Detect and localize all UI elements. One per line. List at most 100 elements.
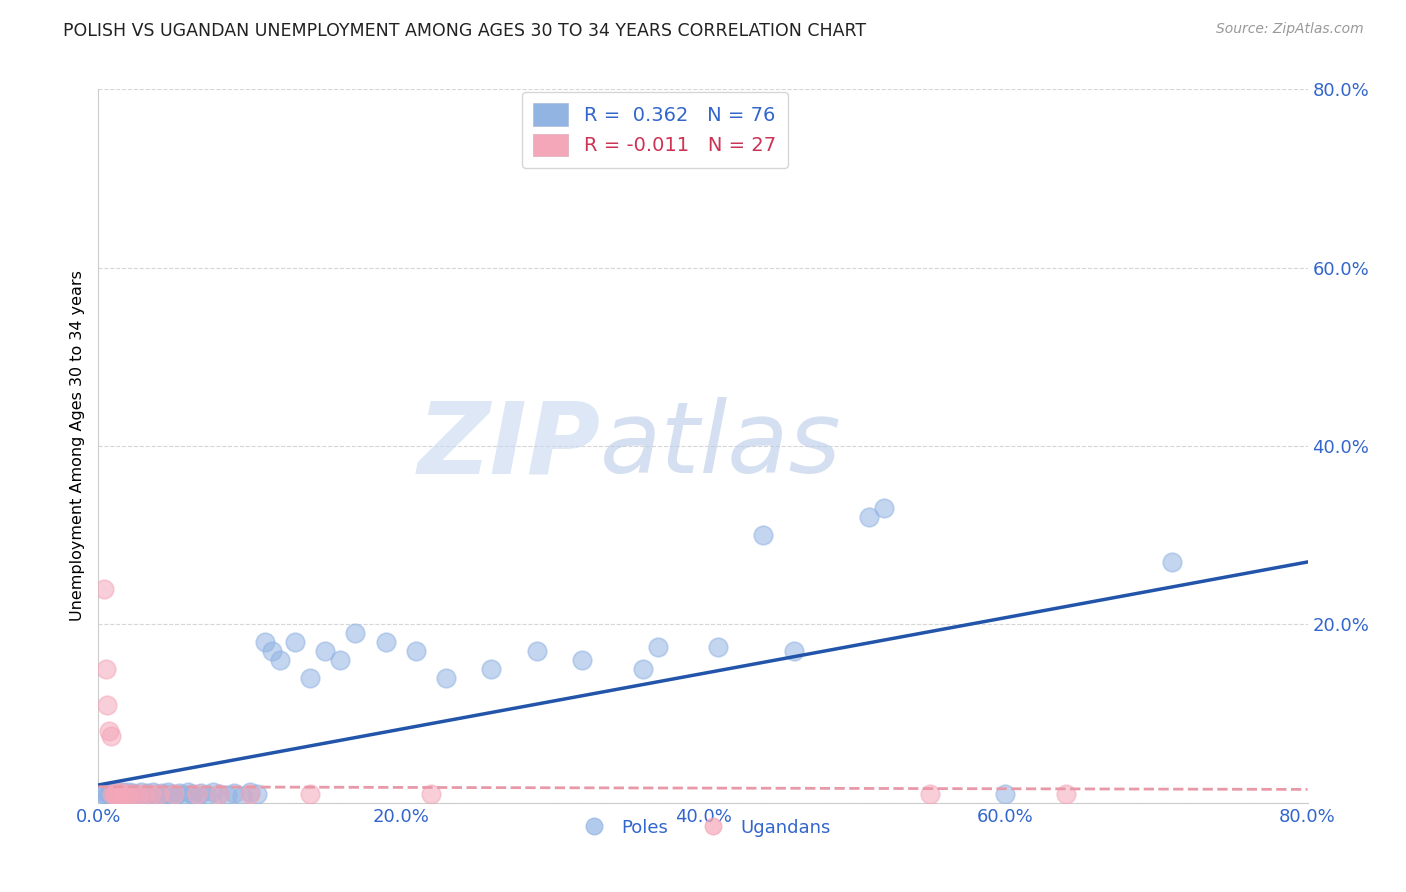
Point — [156, 785, 179, 799]
Point — [111, 787, 134, 801]
Point — [98, 787, 121, 801]
Point — [208, 787, 231, 801]
Point — [994, 787, 1017, 801]
Point — [239, 785, 262, 799]
Point — [224, 786, 246, 800]
Point — [269, 653, 291, 667]
Point — [329, 653, 352, 667]
Text: POLISH VS UGANDAN UNEMPLOYMENT AMONG AGES 30 TO 34 YEARS CORRELATION CHART: POLISH VS UGANDAN UNEMPLOYMENT AMONG AGE… — [63, 22, 866, 40]
Point — [120, 789, 142, 803]
Point — [122, 787, 145, 801]
Point — [208, 787, 231, 801]
Point — [231, 789, 253, 803]
Point — [96, 789, 118, 803]
Point — [105, 787, 128, 801]
Point — [104, 784, 127, 798]
Point — [139, 788, 162, 802]
Point — [132, 787, 155, 801]
Point — [202, 785, 225, 799]
Point — [101, 788, 124, 802]
Point — [707, 640, 730, 654]
Point — [150, 786, 173, 800]
Point — [918, 787, 941, 801]
Point — [571, 653, 593, 667]
Point — [100, 785, 122, 799]
Point — [752, 528, 775, 542]
Point — [148, 789, 170, 803]
Point — [121, 787, 143, 801]
Point — [167, 786, 190, 800]
Point — [145, 787, 167, 801]
Point — [215, 788, 238, 802]
Point — [100, 729, 122, 743]
Point — [103, 787, 125, 801]
Point — [118, 785, 141, 799]
Point — [172, 788, 194, 802]
Point — [114, 787, 136, 801]
Point — [122, 786, 145, 800]
Point — [631, 662, 654, 676]
Point — [344, 626, 367, 640]
Point — [115, 788, 138, 802]
Point — [94, 785, 117, 799]
Point — [93, 582, 115, 596]
Legend: Poles, Ugandans: Poles, Ugandans — [568, 812, 838, 844]
Point — [314, 644, 336, 658]
Point — [262, 644, 284, 658]
Y-axis label: Unemployment Among Ages 30 to 34 years: Unemployment Among Ages 30 to 34 years — [69, 270, 84, 622]
Point — [299, 787, 322, 801]
Point — [526, 644, 548, 658]
Point — [299, 671, 322, 685]
Point — [374, 635, 396, 649]
Point — [141, 787, 163, 801]
Point — [132, 789, 155, 803]
Point — [181, 787, 204, 801]
Point — [93, 787, 115, 801]
Point — [253, 635, 276, 649]
Point — [107, 785, 129, 799]
Point — [114, 787, 136, 801]
Point — [108, 787, 131, 801]
Point — [129, 785, 152, 799]
Point — [98, 724, 121, 739]
Point — [284, 635, 307, 649]
Text: Source: ZipAtlas.com: Source: ZipAtlas.com — [1216, 22, 1364, 37]
Point — [104, 787, 127, 801]
Point — [405, 644, 427, 658]
Text: ZIP: ZIP — [418, 398, 600, 494]
Point — [176, 785, 198, 799]
Point — [107, 789, 129, 803]
Point — [127, 787, 149, 801]
Point — [873, 501, 896, 516]
Point — [1054, 787, 1077, 801]
Point — [858, 510, 880, 524]
Point — [105, 788, 128, 802]
Point — [118, 787, 141, 801]
Text: atlas: atlas — [600, 398, 842, 494]
Point — [103, 786, 125, 800]
Point — [434, 671, 457, 685]
Point — [101, 787, 124, 801]
Point — [125, 788, 148, 802]
Point — [103, 789, 125, 803]
Point — [647, 640, 669, 654]
Point — [112, 786, 135, 800]
Point — [190, 786, 212, 800]
Point — [110, 788, 132, 802]
Point — [163, 787, 186, 801]
Point — [239, 787, 262, 801]
Point — [142, 785, 165, 799]
Point — [153, 788, 176, 802]
Point — [783, 644, 806, 658]
Point — [108, 785, 131, 799]
Point — [112, 789, 135, 803]
Point — [246, 787, 269, 801]
Point — [163, 789, 186, 803]
Point — [135, 786, 157, 800]
Point — [96, 698, 118, 712]
Point — [186, 787, 208, 801]
Point — [1160, 555, 1182, 569]
Point — [107, 787, 129, 801]
Point — [195, 788, 218, 802]
Point — [94, 662, 117, 676]
